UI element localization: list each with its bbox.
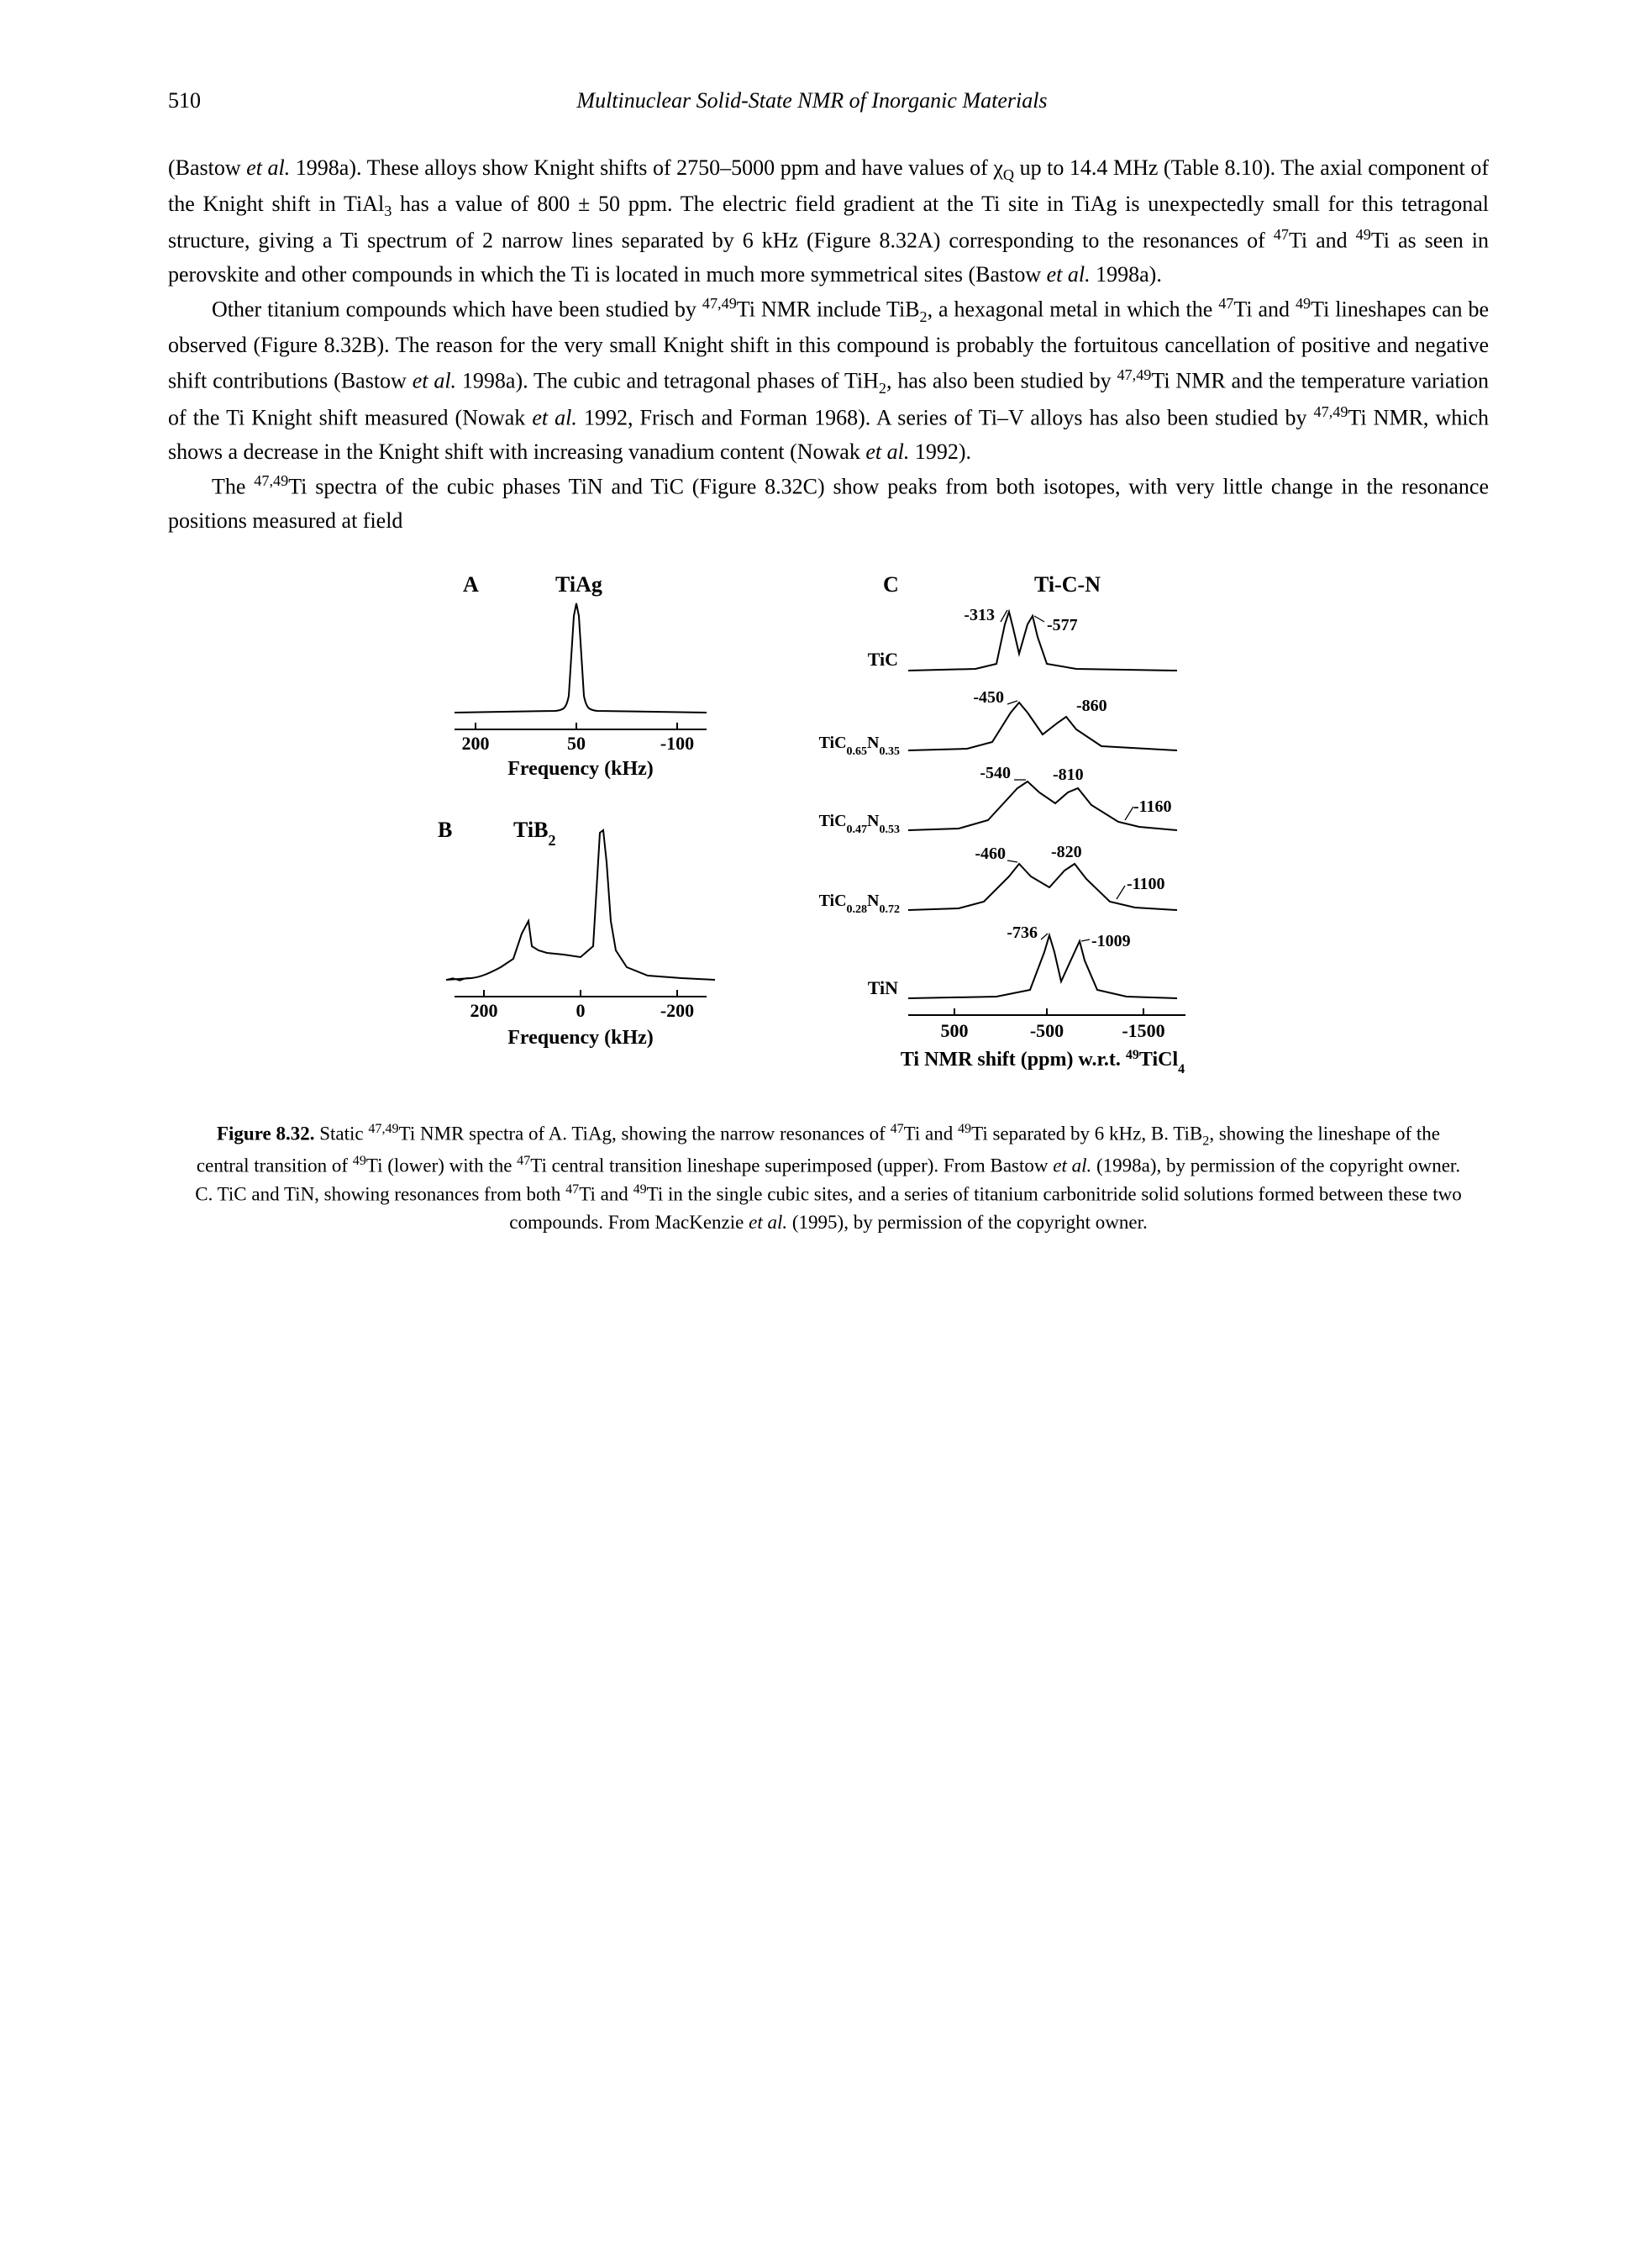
- svg-text:TiC0.47N0.53: TiC0.47N0.53: [819, 812, 900, 836]
- panel-b-trace: [446, 830, 715, 980]
- svg-text:-313: -313: [964, 606, 995, 624]
- page-header: 510 Multinuclear Solid-State NMR of Inor…: [168, 84, 1489, 118]
- paragraph-1: (Bastow et al. 1998a). These alloys show…: [168, 151, 1489, 292]
- tick: 0: [576, 1000, 586, 1021]
- panel-c-letter: C: [883, 572, 899, 597]
- trace-tin: TiN -736 -1009: [868, 924, 1177, 998]
- tick: 50: [567, 733, 586, 754]
- trace-tic047n053: TiC0.47N0.53 -540 -810 -1160: [819, 764, 1177, 836]
- panel-b: B TiB2 200 0 -200 Frequency (kHz): [429, 812, 732, 1064]
- panel-c-svg: C Ti-C-N TiC -313 -577 TiC0.65N0.35 -450: [791, 570, 1227, 1091]
- panel-a-xlabel: Frequency (kHz): [507, 758, 654, 780]
- svg-text:TiN: TiN: [868, 977, 898, 998]
- svg-text:-460: -460: [975, 845, 1006, 863]
- panel-a-letter: A: [463, 572, 479, 597]
- tick: -100: [660, 733, 694, 754]
- page-number: 510: [168, 84, 201, 118]
- svg-text:TiC: TiC: [868, 649, 898, 670]
- svg-text:-736: -736: [1007, 924, 1038, 942]
- panel-b-xlabel: Frequency (kHz): [507, 1027, 654, 1049]
- body-text: (Bastow et al. 1998a). These alloys show…: [168, 151, 1489, 538]
- trace-tic028n072: TiC0.28N0.72 -460 -820 -1100: [819, 843, 1177, 916]
- tick: -200: [660, 1000, 694, 1021]
- svg-text:-540: -540: [980, 764, 1011, 782]
- svg-text:TiC0.65N0.35: TiC0.65N0.35: [819, 734, 900, 758]
- svg-text:-1100: -1100: [1127, 875, 1165, 893]
- svg-text:-577: -577: [1047, 616, 1078, 634]
- panel-a-title: TiAg: [555, 572, 602, 597]
- figure-8-32: A TiAg 200 50 -100 Frequency (kHz): [168, 570, 1489, 1236]
- paragraph-2: Other titanium compounds which have been…: [168, 292, 1489, 469]
- caption-lead: Figure 8.32.: [217, 1123, 314, 1145]
- figure-caption: Figure 8.32. Static 47,49Ti NMR spectra …: [168, 1119, 1489, 1236]
- tick: 200: [470, 1000, 498, 1021]
- svg-text:-1009: -1009: [1091, 932, 1131, 950]
- svg-text:-450: -450: [973, 688, 1004, 707]
- svg-text:-810: -810: [1053, 766, 1084, 784]
- svg-text:TiC0.28N0.72: TiC0.28N0.72: [819, 892, 900, 916]
- panel-b-title: TiB2: [513, 818, 555, 849]
- panel-c-title: Ti-C-N: [1034, 572, 1101, 597]
- panel-a-trace: [455, 603, 707, 713]
- panel-b-letter: B: [438, 818, 452, 842]
- svg-text:-860: -860: [1076, 697, 1107, 715]
- tick: -500: [1030, 1020, 1064, 1041]
- panel-a: A TiAg 200 50 -100 Frequency (kHz): [429, 570, 732, 788]
- svg-text:-1160: -1160: [1133, 797, 1172, 816]
- trace-tic065n035: TiC0.65N0.35 -450 -860: [819, 688, 1177, 758]
- tick: -1500: [1122, 1020, 1164, 1041]
- running-head: Multinuclear Solid-State NMR of Inorgani…: [201, 84, 1423, 118]
- svg-text:-820: -820: [1051, 843, 1082, 861]
- panel-b-svg: B TiB2 200 0 -200 Frequency (kHz): [429, 812, 732, 1064]
- trace-tic: TiC -313 -577: [868, 606, 1177, 671]
- tick: 500: [941, 1020, 969, 1041]
- tick: 200: [462, 733, 490, 754]
- paragraph-3: The 47,49Ti spectra of the cubic phases …: [168, 469, 1489, 538]
- panel-c: C Ti-C-N TiC -313 -577 TiC0.65N0.35 -450: [791, 570, 1227, 1091]
- panel-c-xlabel: Ti NMR shift (ppm) w.r.t. 49TiCl4: [901, 1048, 1185, 1076]
- panel-a-svg: A TiAg 200 50 -100 Frequency (kHz): [429, 570, 732, 788]
